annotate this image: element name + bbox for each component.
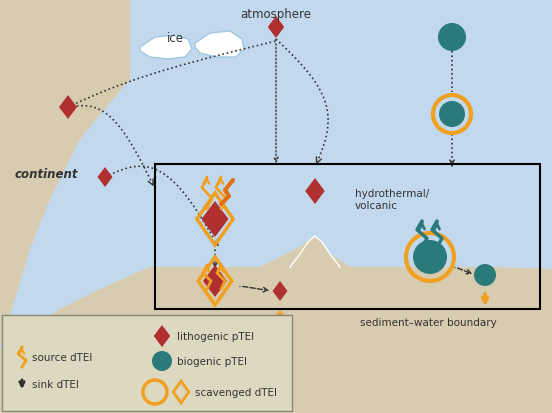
Circle shape — [152, 351, 172, 371]
Text: continent: continent — [15, 168, 78, 181]
Text: hydrothermal/
volcanic: hydrothermal/ volcanic — [355, 189, 429, 210]
Polygon shape — [268, 17, 284, 39]
Polygon shape — [98, 168, 113, 188]
Text: source dTEI: source dTEI — [32, 352, 92, 362]
Polygon shape — [290, 236, 340, 274]
Polygon shape — [0, 0, 130, 349]
Polygon shape — [273, 281, 288, 301]
Polygon shape — [59, 96, 77, 120]
Polygon shape — [0, 240, 552, 413]
Text: biogenic pTEI: biogenic pTEI — [177, 356, 247, 366]
Polygon shape — [154, 325, 170, 347]
Circle shape — [438, 24, 466, 52]
Text: lithogenic pTEI: lithogenic pTEI — [177, 331, 254, 341]
Text: sink dTEI: sink dTEI — [32, 379, 79, 389]
Circle shape — [413, 240, 447, 274]
Text: scavenged dTEI: scavenged dTEI — [195, 387, 277, 397]
Bar — [155, 165, 540, 309]
Circle shape — [474, 264, 496, 286]
Polygon shape — [201, 202, 229, 237]
Polygon shape — [140, 36, 192, 60]
Text: atmosphere: atmosphere — [241, 8, 311, 21]
Polygon shape — [195, 32, 244, 58]
Bar — [2, 315, 292, 411]
Polygon shape — [203, 266, 227, 297]
Polygon shape — [0, 0, 552, 349]
Text: ice: ice — [167, 32, 183, 45]
Circle shape — [439, 102, 465, 128]
Text: sediment–water boundary: sediment–water boundary — [360, 317, 497, 327]
Polygon shape — [305, 178, 325, 204]
